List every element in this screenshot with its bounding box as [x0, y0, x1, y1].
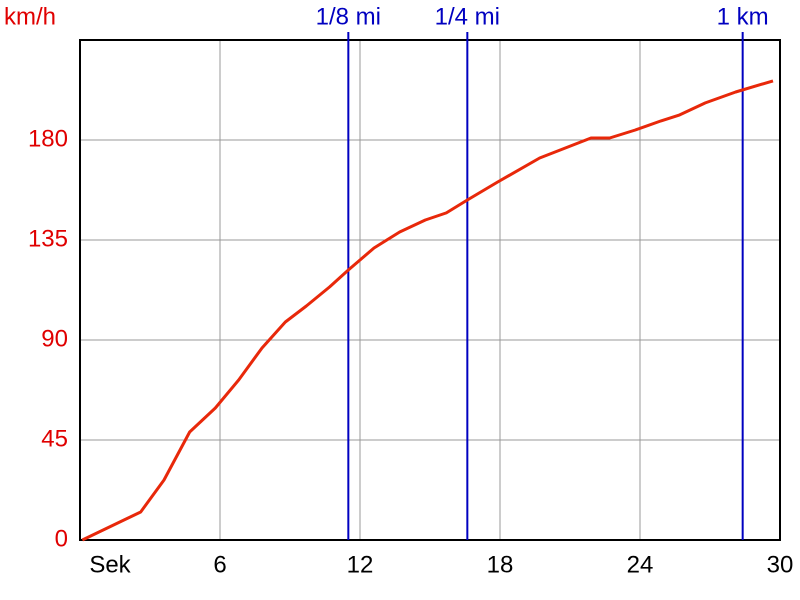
y-tick-label: 180: [28, 125, 68, 152]
x-tick-label: 6: [213, 551, 226, 578]
y-tick-label: 0: [55, 525, 68, 552]
plot-frame: [79, 39, 781, 541]
marker-label: 1 km: [717, 3, 769, 30]
x-tick-label: 30: [767, 551, 794, 578]
y-tick-label: 90: [41, 325, 68, 352]
x-tick-label: 12: [347, 551, 374, 578]
marker-label: 1/8 mi: [316, 3, 381, 30]
marker-label: 1/4 mi: [435, 3, 500, 30]
x-tick-label: 24: [627, 551, 654, 578]
data-line: [81, 79, 774, 542]
y-tick-label: 135: [28, 225, 68, 252]
x-tick-label: Sek: [89, 551, 131, 578]
y-axis-label: km/h: [4, 3, 56, 30]
y-tick-label: 45: [41, 425, 68, 452]
x-tick-label: 18: [487, 551, 514, 578]
